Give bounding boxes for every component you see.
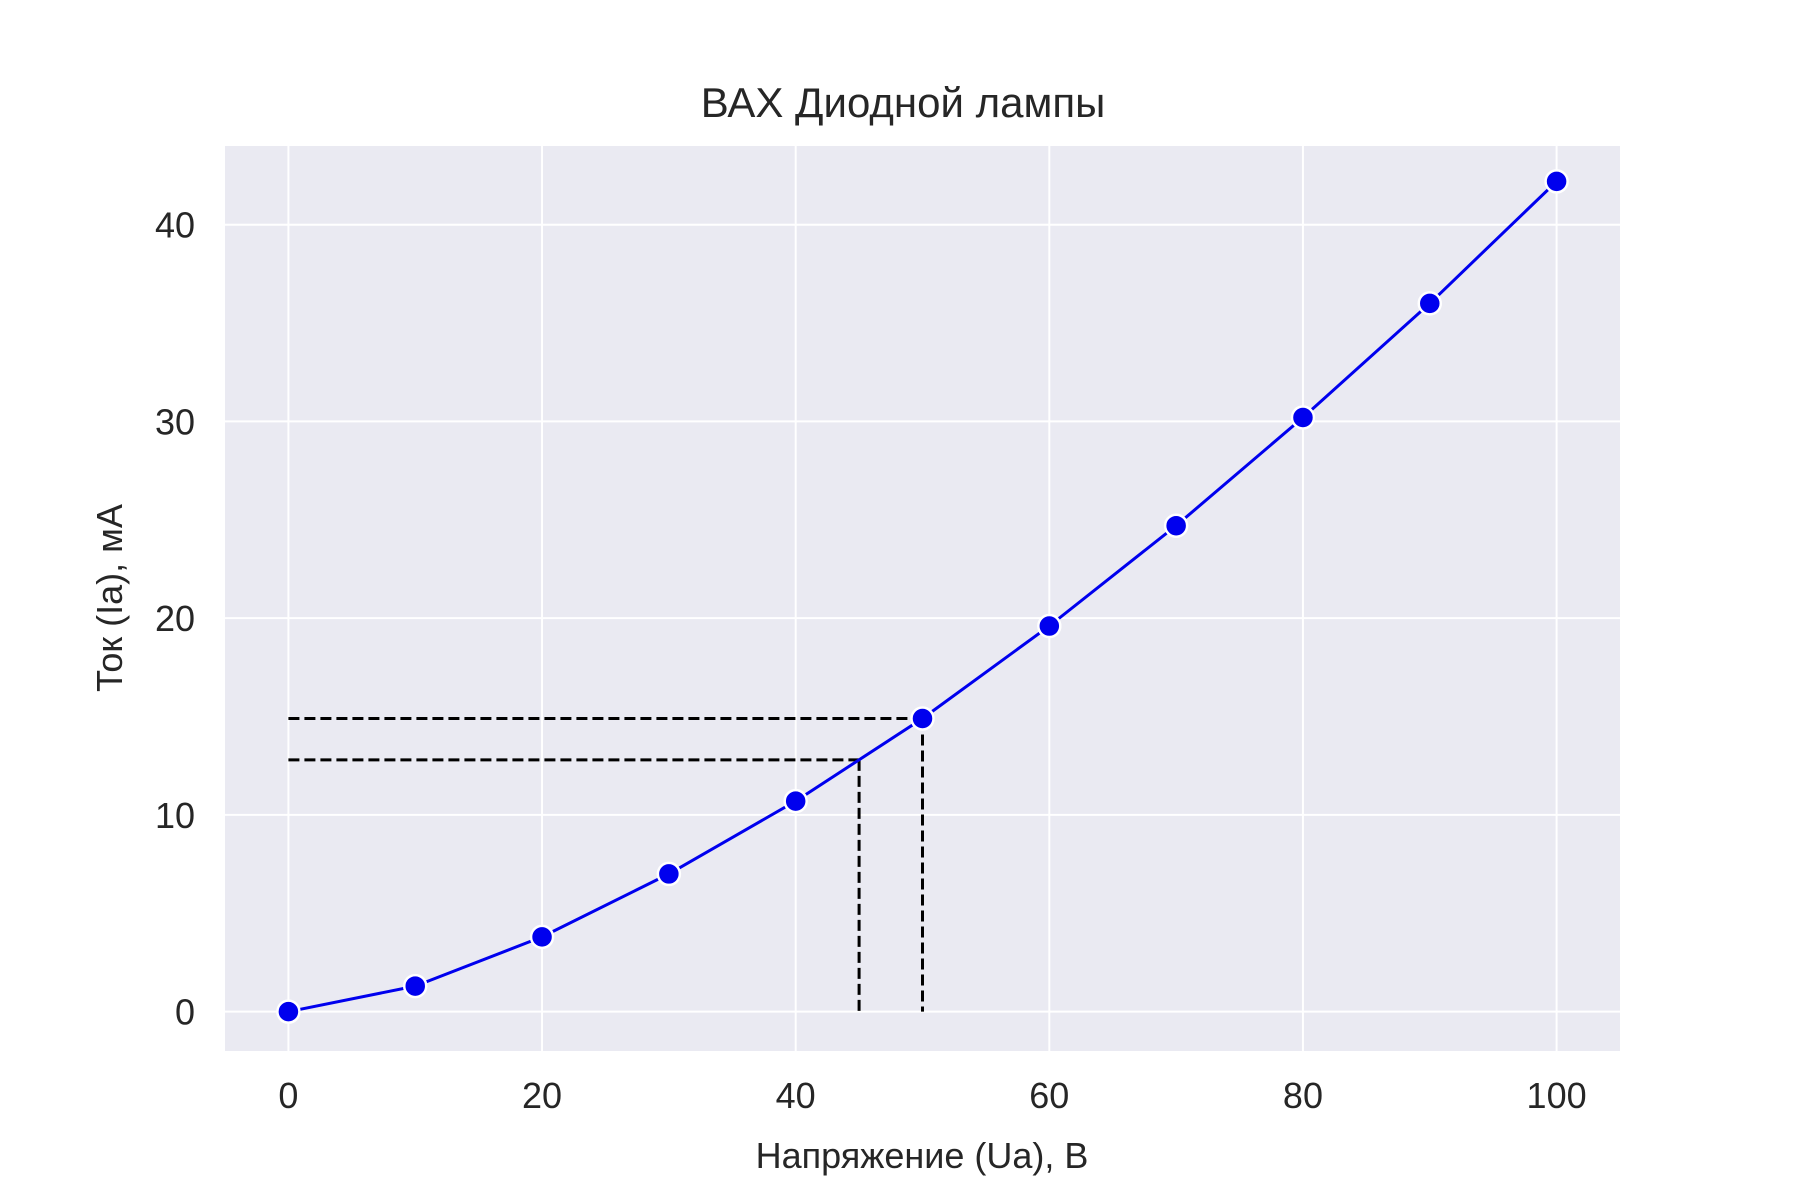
series-layer	[276, 169, 1569, 1024]
y-axis-label: Ток (Ia), мА	[89, 504, 130, 692]
x-tick-label: 40	[776, 1075, 816, 1116]
x-axis-label: Напряжение (Ua), В	[756, 1135, 1089, 1176]
data-point	[529, 924, 555, 950]
tick-labels: 0 20 40 60 80 100 0 10 20 30 40	[155, 205, 1587, 1116]
x-tick-label: 80	[1283, 1075, 1323, 1116]
reference-lines	[288, 717, 924, 1012]
data-point	[910, 706, 935, 731]
data-point	[1290, 405, 1316, 430]
x-tick-label: 20	[522, 1075, 562, 1116]
data-point	[783, 788, 808, 814]
x-tick-label: 60	[1029, 1075, 1069, 1116]
x-tick-label: 0	[278, 1075, 298, 1116]
y-tick-label: 0	[175, 992, 195, 1033]
data-point	[1163, 513, 1189, 538]
y-tick-label: 10	[155, 795, 195, 836]
data-point	[656, 861, 682, 887]
grid	[225, 146, 1620, 1051]
data-point	[1417, 291, 1443, 316]
data-point	[1544, 169, 1569, 194]
data-point	[276, 999, 301, 1024]
y-tick-label: 30	[155, 401, 195, 442]
data-point	[402, 973, 428, 999]
y-tick-label: 20	[155, 598, 195, 639]
x-tick-label: 100	[1527, 1075, 1587, 1116]
data-point	[1037, 613, 1062, 639]
chart-title: ВАХ Диодной лампы	[701, 79, 1106, 126]
y-tick-label: 40	[155, 205, 195, 246]
